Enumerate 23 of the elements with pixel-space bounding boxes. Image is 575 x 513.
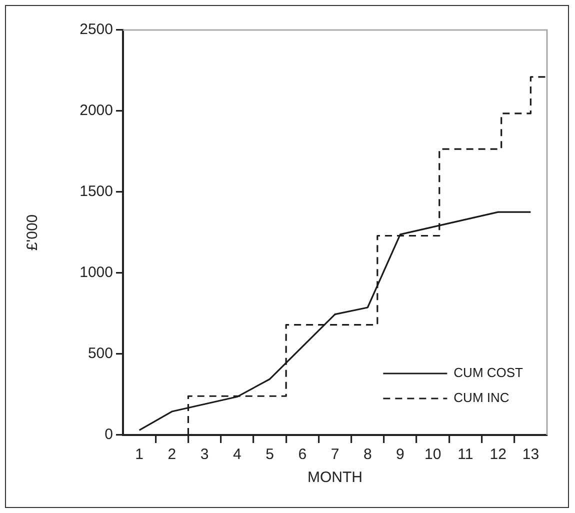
x-tick-label: 13 xyxy=(522,446,540,464)
x-tick-label: 12 xyxy=(490,446,506,464)
y-tick-label: 1000 xyxy=(80,264,113,282)
x-tick-label: 10 xyxy=(424,446,442,464)
y-tick-label: 500 xyxy=(88,345,113,362)
legend-label: CUM COST xyxy=(454,365,524,380)
x-tick-label: 4 xyxy=(232,446,242,464)
x-tick-label: 1 xyxy=(135,446,144,464)
y-axis-title: £'000 xyxy=(24,214,42,251)
x-axis-title: MONTH xyxy=(308,469,362,486)
x-tick-label: 6 xyxy=(298,446,307,464)
x-tick-label: 7 xyxy=(330,446,340,464)
x-tick-label: 11 xyxy=(458,446,474,464)
x-tick-label: 8 xyxy=(363,446,372,464)
y-tick-label: 0 xyxy=(104,426,113,444)
x-tick-label: 9 xyxy=(396,446,404,464)
x-tick-label: 5 xyxy=(266,446,274,464)
x-tick-label: 2 xyxy=(168,446,176,464)
legend-label: CUM INC xyxy=(454,390,510,406)
y-tick-label: 2500 xyxy=(80,21,113,38)
x-tick-label: 3 xyxy=(200,446,209,464)
y-tick-label: 1500 xyxy=(80,183,113,200)
y-tick-label: 2000 xyxy=(80,102,113,120)
